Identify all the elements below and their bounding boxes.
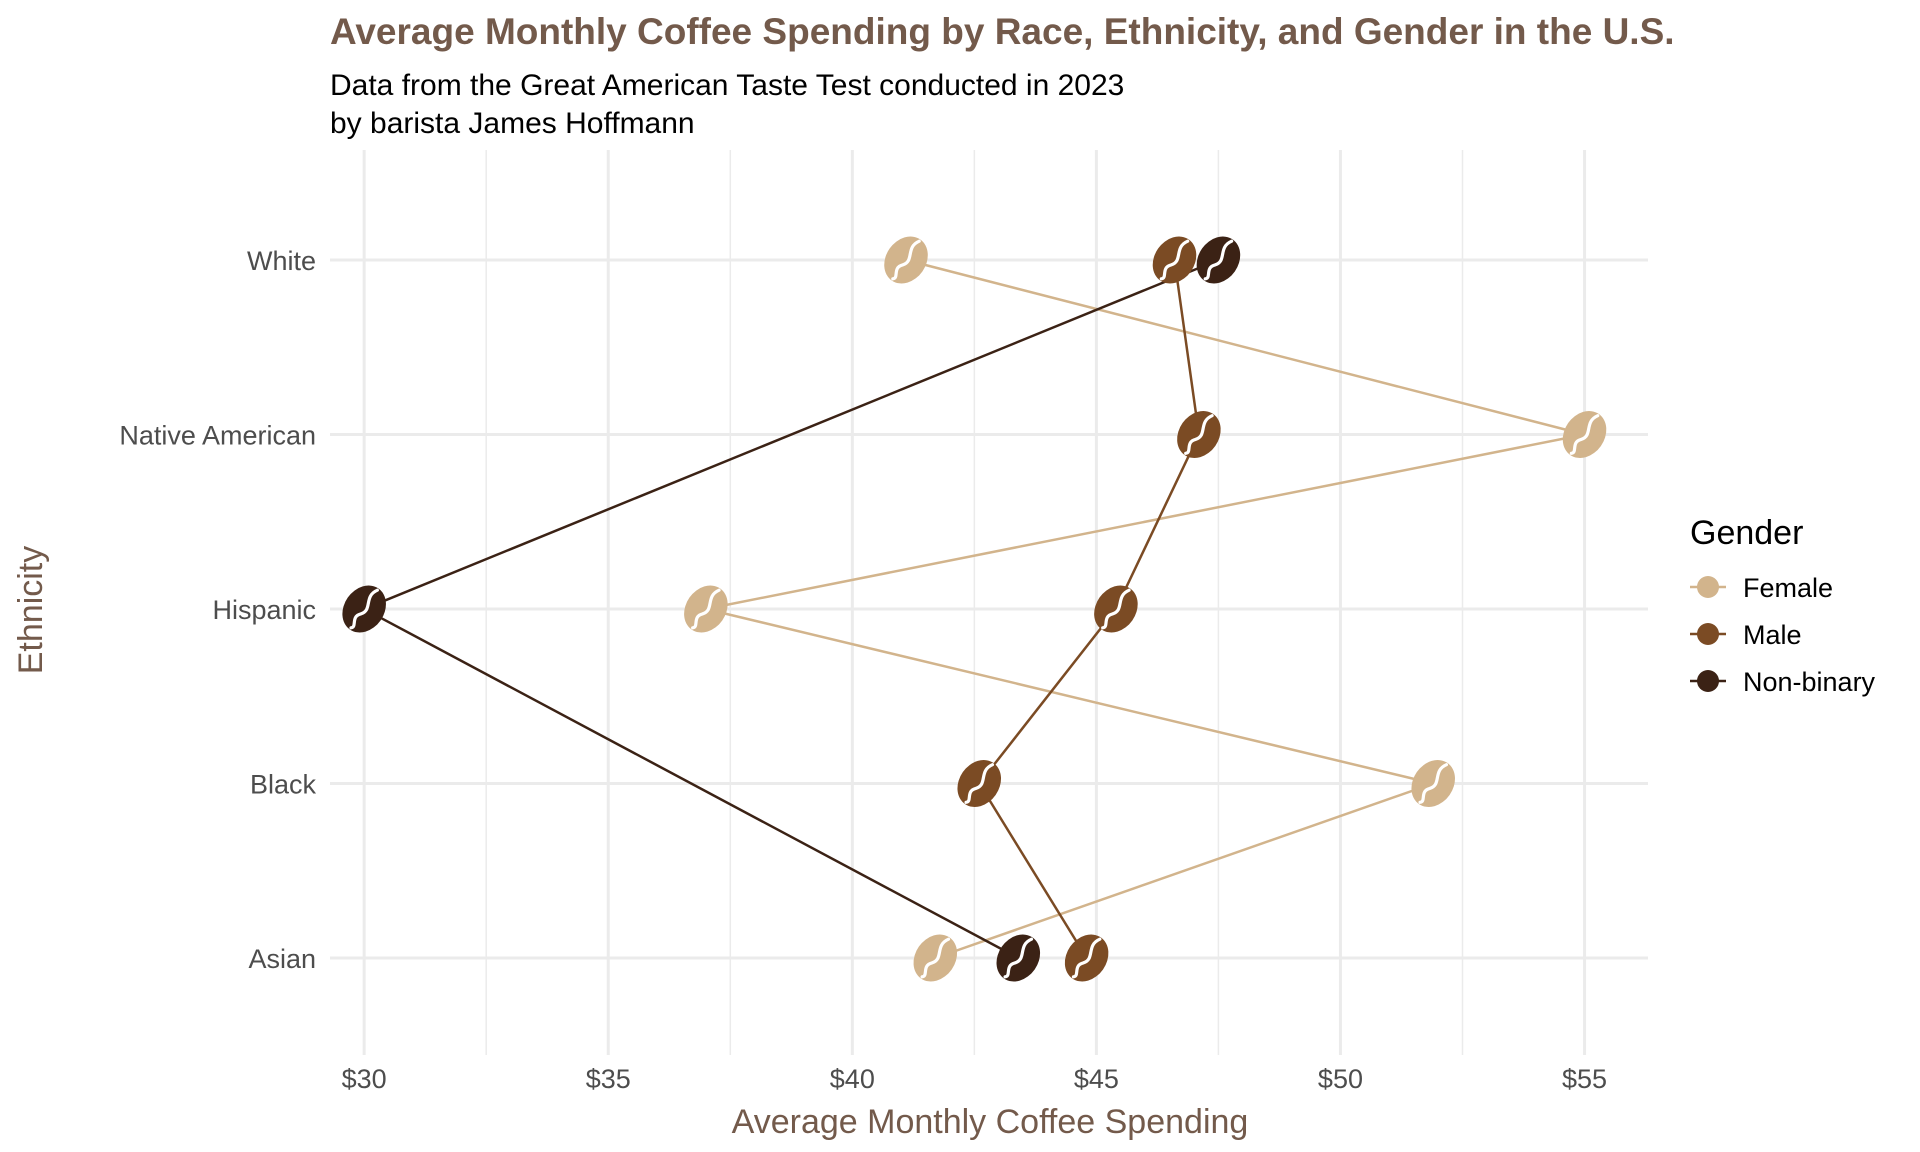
data-point-non-binary-hispanic (342, 585, 386, 633)
x-tick-label: $30 (342, 1064, 387, 1094)
legend-title: Gender (1690, 514, 1803, 552)
y-tick-label: White (247, 246, 316, 276)
y-tick-label: Hispanic (212, 595, 316, 625)
x-axis-title: Average Monthly Coffee Spending (732, 1103, 1249, 1141)
legend-label: Male (1743, 620, 1802, 650)
x-tick-label: $35 (586, 1064, 631, 1094)
x-tick-label: $45 (1074, 1064, 1119, 1094)
data-point-female-white (884, 236, 928, 284)
x-tick-label: $55 (1562, 1064, 1607, 1094)
y-tick-label: Black (250, 770, 317, 800)
x-tick-label: $50 (1318, 1064, 1363, 1094)
legend-item-non-binary: Non-binary (1690, 667, 1876, 697)
data-point-female-asian (913, 934, 958, 982)
legend-key-dot (1697, 576, 1719, 598)
legend-item-male: Male (1690, 620, 1802, 650)
x-tick-label: $40 (830, 1064, 875, 1094)
chart-subtitle-line-1: Data from the Great American Taste Test … (330, 69, 1124, 102)
y-tick-label: Native American (119, 421, 316, 451)
legend-item-female: Female (1690, 573, 1833, 603)
chart-subtitle-line-2: by barista James Hoffmann (330, 107, 695, 140)
y-axis-title: Ethnicity (12, 546, 50, 675)
data-point-male-native-american (1177, 411, 1221, 458)
data-point-female-black (1411, 760, 1455, 807)
data-point-female-native-american (1562, 411, 1607, 458)
data-points (342, 236, 1607, 982)
y-tick-label: Asian (248, 944, 316, 974)
legend-key-dot (1697, 670, 1719, 692)
legend-key-dot (1697, 623, 1719, 645)
chart-title: Average Monthly Coffee Spending by Race,… (330, 11, 1675, 52)
y-axis-ticks: Asian Black Hispanic Native American White (119, 246, 316, 974)
legend-label: Non-binary (1743, 667, 1876, 697)
legend-label: Female (1743, 573, 1833, 603)
legend: Gender Female Male Non-binary (1690, 514, 1876, 697)
x-axis-ticks: $30 $35 $40 $45 $50 $55 (342, 1064, 1607, 1094)
data-point-non-binary-white (1196, 236, 1241, 284)
data-point-male-asian (1064, 934, 1109, 982)
data-point-male-black (957, 760, 1002, 807)
gridlines (330, 150, 1648, 1055)
data-point-male-hispanic (1094, 585, 1138, 633)
data-point-male-white (1152, 236, 1197, 284)
data-point-female-hispanic (684, 585, 728, 633)
data-point-non-binary-asian (996, 934, 1041, 982)
